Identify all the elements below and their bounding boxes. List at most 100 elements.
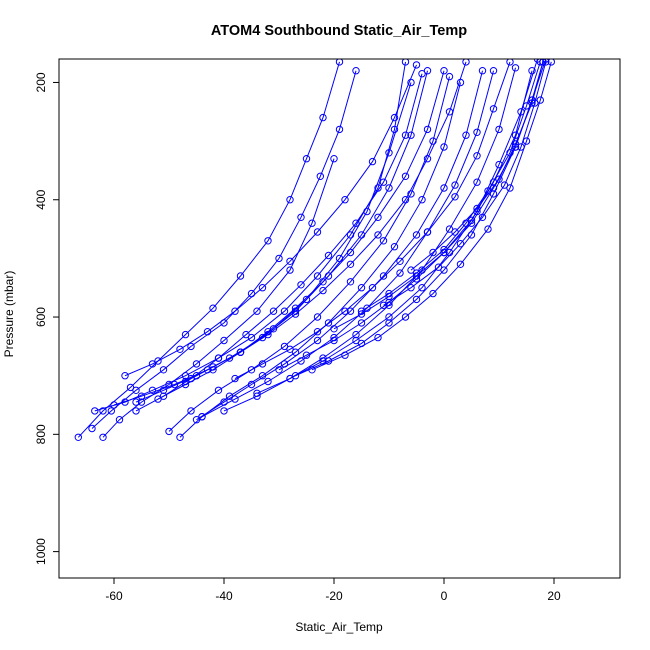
data-point (319, 113, 327, 122)
series-profile-8 (176, 78, 465, 441)
series-line (196, 70, 483, 421)
data-point (253, 389, 261, 397)
data-point (176, 345, 184, 353)
series-line (102, 158, 335, 438)
data-point (407, 284, 415, 292)
series-profile-16 (154, 67, 448, 403)
data-point (522, 102, 531, 110)
data-point (313, 313, 322, 321)
data-point (181, 377, 190, 386)
data-point (418, 284, 426, 292)
data-point (346, 260, 355, 268)
data-point (429, 289, 437, 298)
data-point (115, 416, 124, 424)
data-point (209, 363, 217, 371)
data-point (456, 240, 465, 248)
series-line (124, 64, 417, 377)
data-point (390, 243, 399, 251)
data-point (473, 152, 481, 160)
series-line (223, 67, 516, 412)
data-point (220, 407, 228, 415)
data-point (258, 284, 267, 292)
data-point (313, 328, 322, 336)
series-line (77, 61, 340, 438)
data-point (352, 219, 360, 227)
data-point (412, 295, 421, 304)
data-point (286, 196, 294, 204)
series-line (295, 59, 547, 377)
y-tick-label: 400 (34, 189, 48, 209)
series-line (179, 82, 461, 438)
data-point (247, 366, 256, 374)
data-point (528, 67, 536, 75)
series-profile-22 (357, 59, 544, 315)
data-point (187, 407, 195, 415)
data-point (401, 313, 410, 321)
data-point (506, 59, 514, 66)
data-point (434, 263, 443, 271)
data-point (489, 67, 498, 75)
data-point (385, 184, 393, 192)
data-point (280, 307, 289, 315)
series-group (74, 59, 555, 441)
data-point (286, 266, 294, 274)
data-point (192, 360, 201, 368)
data-point (489, 184, 498, 192)
data-point (418, 70, 426, 78)
data-point (385, 298, 393, 307)
data-point (198, 413, 206, 421)
data-point (396, 269, 404, 277)
data-point (302, 295, 311, 304)
y-tick-label: 200 (34, 72, 48, 92)
data-point (374, 333, 382, 342)
data-point (517, 143, 525, 151)
data-point (407, 190, 415, 198)
data-point (154, 357, 162, 365)
data-point (324, 319, 333, 327)
data-point (423, 155, 432, 163)
data-point (357, 284, 366, 292)
data-point (357, 319, 366, 327)
data-point (313, 228, 322, 236)
data-point (478, 67, 487, 75)
series-profile-9 (192, 67, 487, 424)
data-point (121, 372, 129, 380)
data-point (264, 377, 272, 386)
series-line (94, 61, 406, 412)
data-point (187, 342, 195, 351)
data-point (231, 395, 239, 403)
data-point (330, 155, 338, 163)
data-point (390, 113, 399, 122)
series-line (278, 70, 533, 371)
data-point (132, 407, 140, 415)
data-point (335, 59, 344, 66)
y-tick-label: 800 (34, 424, 48, 444)
series-line (383, 61, 547, 306)
data-point (126, 383, 135, 392)
data-point (99, 433, 107, 441)
data-point (74, 433, 83, 441)
data-point (368, 284, 377, 292)
y-tick-label: 1000 (34, 538, 48, 565)
data-point (137, 398, 146, 406)
series-line (157, 70, 445, 400)
data-point (324, 272, 333, 280)
data-point (412, 269, 421, 277)
data-point (445, 225, 454, 233)
data-point (225, 354, 234, 362)
data-point (495, 175, 503, 183)
data-point (275, 254, 283, 263)
data-point (308, 219, 316, 227)
data-point (506, 184, 514, 192)
data-point (489, 105, 498, 113)
data-point (368, 157, 377, 166)
data-point (423, 67, 432, 75)
data-point (91, 407, 99, 415)
data-point (440, 184, 448, 192)
data-point (451, 181, 459, 189)
x-tick-label: -60 (105, 589, 123, 603)
x-tick-label: -40 (215, 589, 233, 603)
series-line (234, 61, 511, 380)
data-point (319, 357, 327, 365)
